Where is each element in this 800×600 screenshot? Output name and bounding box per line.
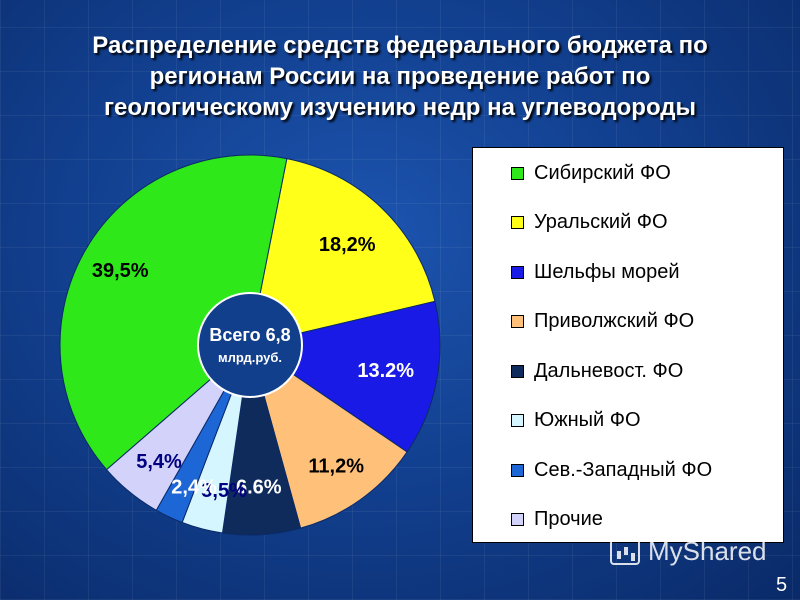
title-line-1: Распределение средств федерального бюдже…: [92, 32, 708, 59]
slice-label-2: 18,2%: [319, 234, 376, 256]
pie-slice-4: [249, 343, 408, 529]
legend-swatch: [511, 166, 524, 180]
slice-label-5: 6.6%: [236, 477, 282, 499]
title-line-2: регионам России на проведение работ по: [149, 63, 651, 90]
legend-item: Дальневост. ФО: [511, 358, 683, 384]
slice-label-3: 13.2%: [357, 360, 414, 382]
pie-slice-2: [249, 158, 436, 346]
legend-label: Сев.-Западный ФО: [534, 458, 713, 481]
slice-label-1: 39,5%: [92, 260, 149, 282]
center-total-label: Всего 6,8: [209, 325, 290, 345]
watermark: MyShared: [610, 536, 767, 567]
page-number: 5: [776, 574, 788, 596]
center-unit-label: млрд.руб.: [218, 350, 282, 365]
presentation-icon: [610, 538, 640, 565]
slide-title: Распределение средств федерального бюдже…: [20, 30, 780, 123]
watermark-text: MyShared: [648, 536, 767, 566]
legend-item: Приволжский ФО: [511, 309, 694, 335]
legend-item: Сев.-Западный ФО: [511, 457, 712, 483]
legend-label: Уральский ФО: [534, 211, 668, 233]
legend-label: Сибирский ФО: [534, 161, 671, 184]
legend-label: Южный ФО: [534, 409, 641, 431]
legend-swatch: [511, 513, 524, 526]
slice-label-4: 11,2%: [308, 455, 364, 477]
legend-item: Уральский ФО: [511, 210, 668, 236]
legend-swatch: [511, 364, 524, 378]
pie-center-hole: [197, 292, 303, 398]
pie-slice-1: [59, 154, 288, 471]
legend-swatch: [511, 265, 524, 279]
slice-label-8: 5,4%: [136, 451, 182, 473]
legend-item: Сибирский ФО: [511, 160, 671, 186]
legend-label: Дальневост. ФО: [534, 359, 684, 382]
legend-swatch: [511, 414, 524, 427]
chart-legend: Сибирский ФО Уральский ФО Шельфы морей Прив…: [472, 147, 784, 543]
pie-slice-8: [105, 344, 251, 511]
slice-label-7: 2,4%: [171, 477, 217, 499]
legend-label: Шельфы морей: [534, 260, 680, 283]
legend-swatch: [511, 216, 524, 229]
legend-swatch: [511, 315, 524, 328]
legend-item: Южный ФО: [511, 408, 641, 434]
title-line-3: геологическому изучению недр на углеводо…: [103, 94, 697, 121]
legend-label: Прочие: [534, 508, 603, 530]
legend-item: Шельфы морей: [511, 259, 680, 285]
legend-label: Приволжский ФО: [534, 310, 695, 332]
slice-label-6: 3,5%: [201, 480, 247, 502]
legend-item: Прочие: [511, 507, 603, 533]
legend-swatch: [511, 463, 524, 477]
